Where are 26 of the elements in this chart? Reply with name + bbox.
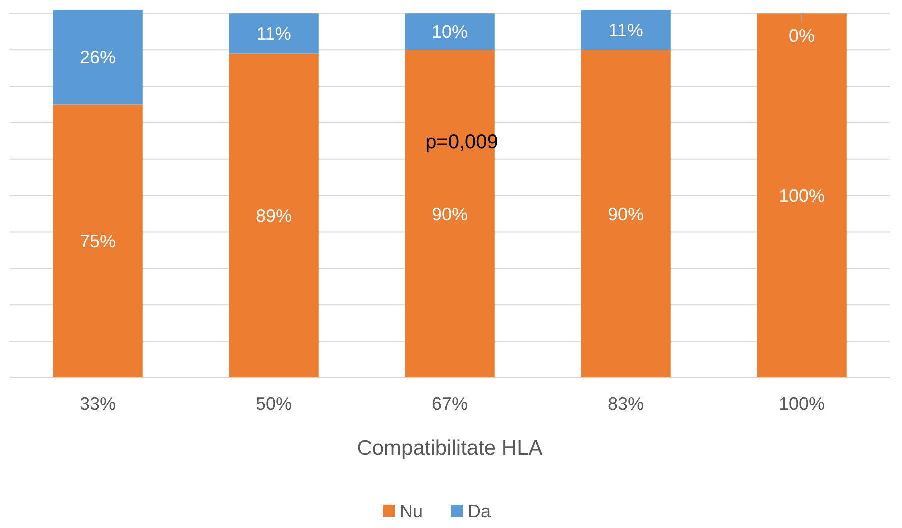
x-tick-label: 100%	[778, 394, 826, 414]
data-label: 10%	[432, 22, 468, 42]
data-label: 11%	[608, 20, 644, 40]
bar	[229, 54, 319, 378]
bar	[581, 50, 671, 378]
x-tick-label: 67%	[432, 394, 468, 414]
x-tick-label: 83%	[608, 394, 644, 414]
data-label: 26%	[80, 48, 116, 68]
data-label: 75%	[80, 232, 116, 252]
data-label: 90%	[432, 204, 468, 224]
x-tick-label: 50%	[256, 394, 292, 414]
x-tick-label: 33%	[80, 394, 116, 414]
data-label: 11%	[256, 24, 292, 44]
bar	[757, 14, 847, 378]
bar	[53, 10, 143, 105]
data-label: 90%	[608, 204, 644, 224]
bar	[405, 14, 495, 50]
bar	[581, 10, 671, 50]
legend-label: Da	[468, 501, 492, 522]
data-label: 100%	[778, 186, 826, 206]
legend-label: Nu	[400, 501, 424, 522]
bar	[229, 14, 319, 54]
bar	[53, 104, 143, 378]
data-label: 0%	[788, 26, 816, 46]
x-axis-title: Compatibilitate HLA	[357, 437, 543, 460]
data-label: 89%	[256, 206, 292, 226]
